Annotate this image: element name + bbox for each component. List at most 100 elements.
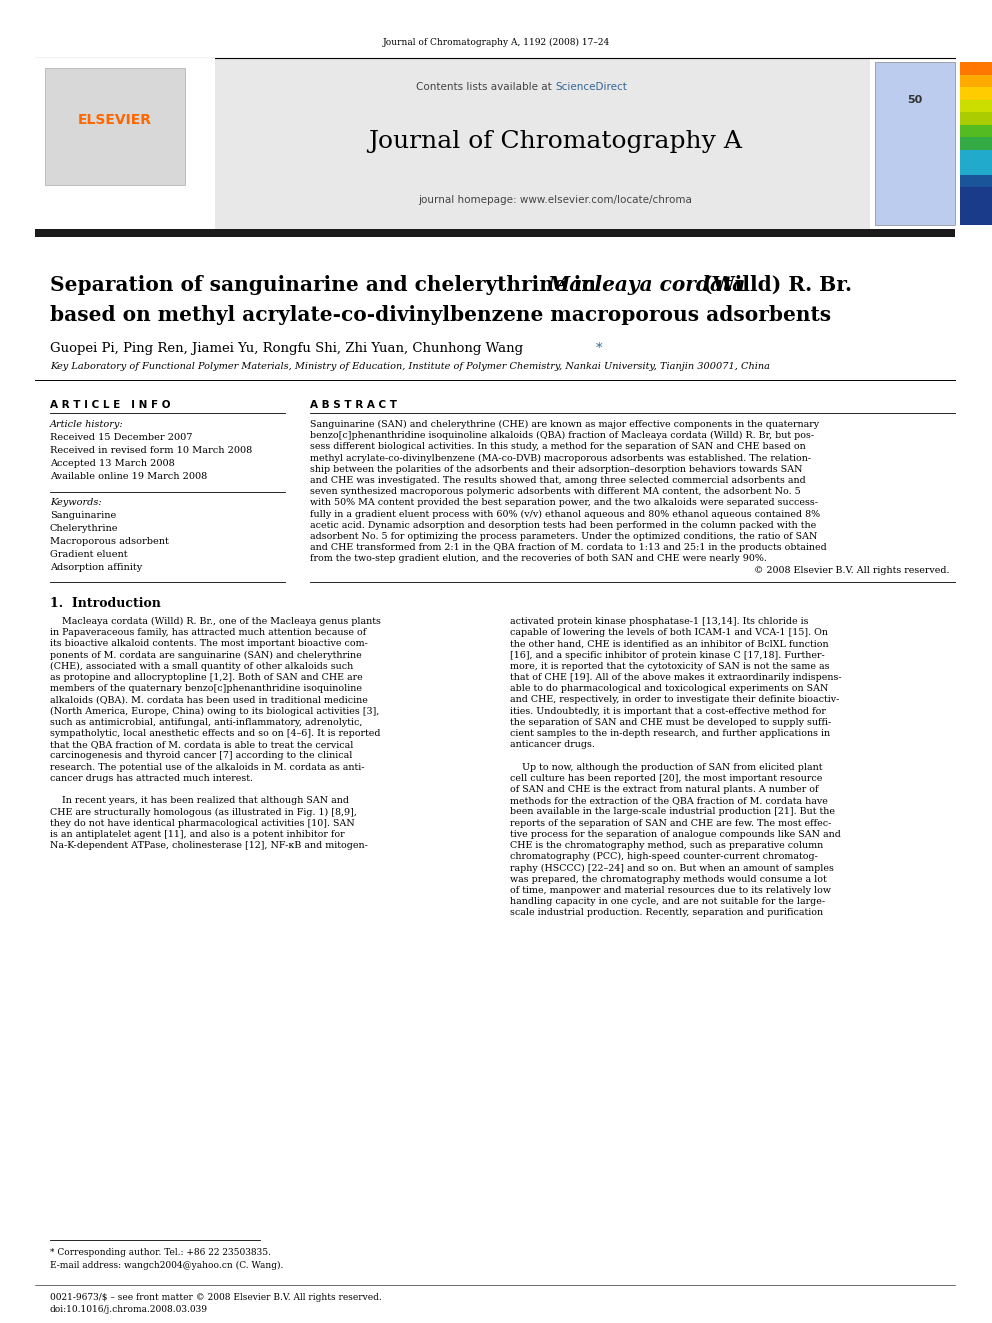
Text: Adsorption affinity: Adsorption affinity <box>50 564 142 572</box>
Text: with 50% MA content provided the best separation power, and the two alkaloids we: with 50% MA content provided the best se… <box>310 499 818 508</box>
Bar <box>875 62 955 225</box>
Text: cell culture has been reported [20], the most important resource: cell culture has been reported [20], the… <box>510 774 822 783</box>
Text: [16], and a specific inhibitor of protein kinase C [17,18]. Further-: [16], and a specific inhibitor of protei… <box>510 651 824 660</box>
Text: A R T I C L E   I N F O: A R T I C L E I N F O <box>50 400 171 410</box>
Text: In recent years, it has been realized that although SAN and: In recent years, it has been realized th… <box>50 796 349 806</box>
Text: more, it is reported that the cytotoxicity of SAN is not the same as: more, it is reported that the cytotoxici… <box>510 662 829 671</box>
Text: Macroporous adsorbent: Macroporous adsorbent <box>50 537 169 546</box>
Text: Journal of Chromatography A: Journal of Chromatography A <box>368 130 742 153</box>
Text: handling capacity in one cycle, and are not suitable for the large-: handling capacity in one cycle, and are … <box>510 897 825 906</box>
Bar <box>960 163 992 175</box>
Text: of SAN and CHE is the extract from natural plants. A number of: of SAN and CHE is the extract from natur… <box>510 785 818 794</box>
Text: * Corresponding author. Tel.: +86 22 23503835.: * Corresponding author. Tel.: +86 22 235… <box>50 1248 271 1257</box>
Text: fully in a gradient eluent process with 60% (v/v) ethanol aqueous and 80% ethano: fully in a gradient eluent process with … <box>310 509 820 519</box>
Text: Article history:: Article history: <box>50 419 124 429</box>
Bar <box>960 99 992 112</box>
Text: CHE are structurally homologous (as illustrated in Fig. 1) [8,9],: CHE are structurally homologous (as illu… <box>50 807 357 816</box>
Bar <box>960 62 992 74</box>
Bar <box>960 112 992 124</box>
Text: (Willd) R. Br.: (Willd) R. Br. <box>696 275 852 295</box>
Bar <box>960 74 992 87</box>
Text: tive process for the separation of analogue compounds like SAN and: tive process for the separation of analo… <box>510 830 841 839</box>
Text: ities. Undoubtedly, it is important that a cost-effective method for: ities. Undoubtedly, it is important that… <box>510 706 826 716</box>
Text: ELSEVIER: ELSEVIER <box>78 112 152 127</box>
Text: (CHE), associated with a small quantity of other alkaloids such: (CHE), associated with a small quantity … <box>50 662 353 671</box>
Text: reports of the separation of SAN and CHE are few. The most effec-: reports of the separation of SAN and CHE… <box>510 819 831 828</box>
Text: journal homepage: www.elsevier.com/locate/chroma: journal homepage: www.elsevier.com/locat… <box>418 194 692 205</box>
Text: Sanguinarine (SAN) and chelerythrine (CHE) are known as major effective componen: Sanguinarine (SAN) and chelerythrine (CH… <box>310 419 819 429</box>
Text: cient samples to the in-depth research, and further applications in: cient samples to the in-depth research, … <box>510 729 830 738</box>
Text: Sanguinarine: Sanguinarine <box>50 511 116 520</box>
Text: scale industrial production. Recently, separation and purification: scale industrial production. Recently, s… <box>510 908 823 917</box>
Bar <box>960 188 992 200</box>
Text: Up to now, although the production of SAN from elicited plant: Up to now, although the production of SA… <box>510 762 822 771</box>
Text: Keywords:: Keywords: <box>50 497 101 507</box>
Text: 1.  Introduction: 1. Introduction <box>50 597 161 610</box>
Text: Key Laboratory of Functional Polymer Materials, Ministry of Education, Institute: Key Laboratory of Functional Polymer Mat… <box>50 363 770 370</box>
Text: carcinogenesis and thyroid cancer [7] according to the clinical: carcinogenesis and thyroid cancer [7] ac… <box>50 751 352 761</box>
Text: © 2008 Elsevier B.V. All rights reserved.: © 2008 Elsevier B.V. All rights reserved… <box>755 566 950 574</box>
Text: was prepared, the chromatography methods would consume a lot: was prepared, the chromatography methods… <box>510 875 826 884</box>
Bar <box>960 213 992 225</box>
Text: sess different biological activities. In this study, a method for the separation: sess different biological activities. In… <box>310 442 806 451</box>
Text: Accepted 13 March 2008: Accepted 13 March 2008 <box>50 459 175 468</box>
Text: Macleaya cordata: Macleaya cordata <box>548 275 746 295</box>
Text: 0021-9673/$ – see front matter © 2008 Elsevier B.V. All rights reserved.: 0021-9673/$ – see front matter © 2008 El… <box>50 1293 382 1302</box>
Text: is an antiplatelet agent [11], and also is a potent inhibitor for: is an antiplatelet agent [11], and also … <box>50 830 344 839</box>
Bar <box>45 67 185 185</box>
Bar <box>960 175 992 188</box>
Text: and CHE, respectively, in order to investigate their definite bioactiv-: and CHE, respectively, in order to inves… <box>510 696 839 704</box>
Bar <box>960 124 992 138</box>
Text: in Papaveraceous family, has attracted much attention because of: in Papaveraceous family, has attracted m… <box>50 628 366 638</box>
Text: Na-K-dependent ATPase, cholinesterase [12], NF-κB and mitogen-: Na-K-dependent ATPase, cholinesterase [1… <box>50 841 368 849</box>
Text: ship between the polarities of the adsorbents and their adsorption–desorption be: ship between the polarities of the adsor… <box>310 464 803 474</box>
Text: that of CHE [19]. All of the above makes it extraordinarily indispens-: that of CHE [19]. All of the above makes… <box>510 673 841 681</box>
Text: based on methyl acrylate-co-divinylbenzene macroporous adsorbents: based on methyl acrylate-co-divinylbenze… <box>50 306 831 325</box>
Bar <box>960 138 992 149</box>
Text: members of the quaternary benzo[c]phenanthridine isoquinoline: members of the quaternary benzo[c]phenan… <box>50 684 362 693</box>
Text: CHE is the chromatography method, such as preparative column: CHE is the chromatography method, such a… <box>510 841 823 849</box>
Text: chromatography (PCC), high-speed counter-current chromatog-: chromatography (PCC), high-speed counter… <box>510 852 817 861</box>
Text: seven synthesized macroporous polymeric adsorbents with different MA content, th: seven synthesized macroporous polymeric … <box>310 487 801 496</box>
Text: Macleaya cordata (Willd) R. Br., one of the Macleaya genus plants: Macleaya cordata (Willd) R. Br., one of … <box>50 617 381 626</box>
Text: alkaloids (QBA). M. cordata has been used in traditional medicine: alkaloids (QBA). M. cordata has been use… <box>50 696 368 704</box>
Text: Received in revised form 10 March 2008: Received in revised form 10 March 2008 <box>50 446 252 455</box>
Bar <box>960 200 992 213</box>
Bar <box>35 58 870 230</box>
Bar <box>35 58 215 230</box>
Text: ScienceDirect: ScienceDirect <box>555 82 627 93</box>
Text: been available in the large-scale industrial production [21]. But the: been available in the large-scale indust… <box>510 807 835 816</box>
Text: raphy (HSCCC) [22–24] and so on. But when an amount of samples: raphy (HSCCC) [22–24] and so on. But whe… <box>510 864 834 873</box>
Text: methods for the extraction of the QBA fraction of M. cordata have: methods for the extraction of the QBA fr… <box>510 796 828 806</box>
Bar <box>960 149 992 163</box>
Text: *: * <box>596 343 602 355</box>
Text: as protopine and allocryptopline [1,2]. Both of SAN and CHE are: as protopine and allocryptopline [1,2]. … <box>50 673 363 681</box>
Text: ponents of M. cordata are sanguinarine (SAN) and chelerythrine: ponents of M. cordata are sanguinarine (… <box>50 651 362 660</box>
Text: 50: 50 <box>908 95 923 105</box>
Text: such as antimicrobial, antifungal, anti-inflammatory, adrenolytic,: such as antimicrobial, antifungal, anti-… <box>50 718 362 726</box>
Text: they do not have identical pharmacological activities [10]. SAN: they do not have identical pharmacologic… <box>50 819 355 828</box>
Text: Received 15 December 2007: Received 15 December 2007 <box>50 433 192 442</box>
Text: and CHE was investigated. The results showed that, among three selected commerci: and CHE was investigated. The results sh… <box>310 476 806 486</box>
Text: Journal of Chromatography A, 1192 (2008) 17–24: Journal of Chromatography A, 1192 (2008)… <box>382 38 610 48</box>
Text: doi:10.1016/j.chroma.2008.03.039: doi:10.1016/j.chroma.2008.03.039 <box>50 1304 208 1314</box>
Text: Contents lists available at: Contents lists available at <box>416 82 555 93</box>
Text: Guopei Pi, Ping Ren, Jiamei Yu, Rongfu Shi, Zhi Yuan, Chunhong Wang: Guopei Pi, Ping Ren, Jiamei Yu, Rongfu S… <box>50 343 523 355</box>
Text: acetic acid. Dynamic adsorption and desorption tests had been performed in the c: acetic acid. Dynamic adsorption and deso… <box>310 521 816 529</box>
Text: the separation of SAN and CHE must be developed to supply suffi-: the separation of SAN and CHE must be de… <box>510 718 831 726</box>
Text: methyl acrylate-co-divinylbenzene (MA-co-DVB) macroporous adsorbents was establi: methyl acrylate-co-divinylbenzene (MA-co… <box>310 454 811 463</box>
Text: Chelerythrine: Chelerythrine <box>50 524 118 533</box>
Text: Gradient eluent: Gradient eluent <box>50 550 128 560</box>
Text: E-mail address: wangch2004@yahoo.cn (C. Wang).: E-mail address: wangch2004@yahoo.cn (C. … <box>50 1261 284 1270</box>
Text: Available online 19 March 2008: Available online 19 March 2008 <box>50 472 207 482</box>
Text: sympatholytic, local anesthetic effects and so on [4–6]. It is reported: sympatholytic, local anesthetic effects … <box>50 729 381 738</box>
Bar <box>960 87 992 99</box>
Text: that the QBA fraction of M. cordata is able to treat the cervical: that the QBA fraction of M. cordata is a… <box>50 740 353 749</box>
Text: anticancer drugs.: anticancer drugs. <box>510 740 595 749</box>
Text: activated protein kinase phosphatase-1 [13,14]. Its chloride is: activated protein kinase phosphatase-1 [… <box>510 617 808 626</box>
Text: benzo[c]phenanthridine isoquinoline alkaloids (QBA) fraction of Macleaya cordata: benzo[c]phenanthridine isoquinoline alka… <box>310 431 814 441</box>
Text: A B S T R A C T: A B S T R A C T <box>310 400 397 410</box>
Text: (North America, Europe, China) owing to its biological activities [3],: (North America, Europe, China) owing to … <box>50 706 379 716</box>
Text: of time, manpower and material resources due to its relatively low: of time, manpower and material resources… <box>510 886 831 894</box>
Bar <box>35 229 955 237</box>
